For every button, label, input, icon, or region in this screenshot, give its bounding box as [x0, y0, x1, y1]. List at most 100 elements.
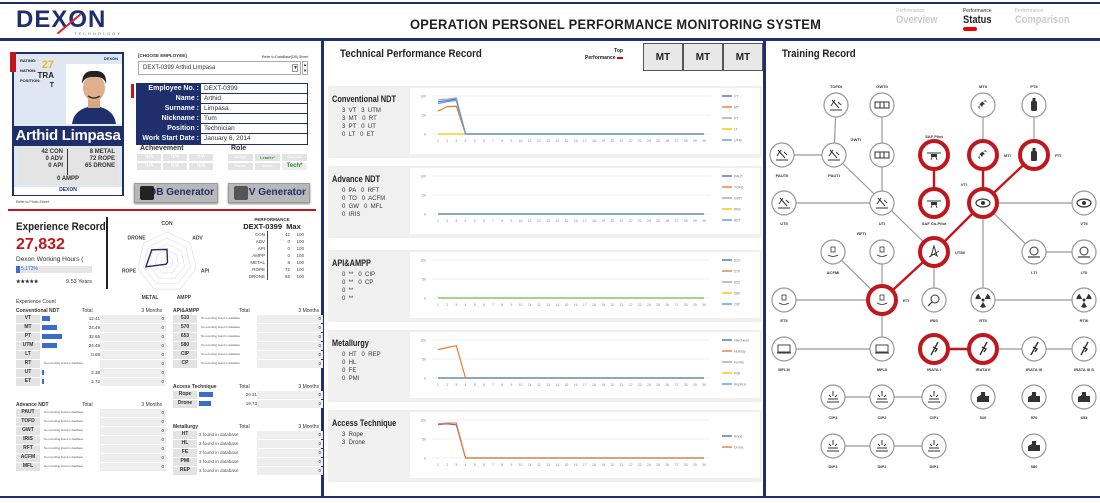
training-node-vti[interactable]: VTI — [961, 182, 999, 219]
training-node-ltii[interactable]: LTII — [1071, 239, 1097, 275]
training-node-etii[interactable]: ETII — [771, 287, 797, 323]
radar-axis-label: CON — [161, 221, 173, 227]
svg-text:12: 12 — [537, 463, 541, 467]
job-generator-button[interactable]: JOB Generator — [134, 183, 218, 203]
nation-value: TRA — [37, 71, 54, 80]
training-node-510[interactable]: 510 — [970, 384, 996, 420]
training-node-ptii[interactable]: PTII — [1021, 84, 1047, 118]
svg-text:24: 24 — [647, 219, 651, 223]
training-node-tofdi[interactable]: TOFDI — [823, 84, 849, 118]
training-node-utmi[interactable]: UTMI — [918, 236, 965, 268]
training-node-dip1[interactable]: DIP1 — [921, 433, 947, 469]
training-node-safpilot[interactable]: SAF Pilot — [918, 134, 950, 171]
training-node-utii[interactable]: UTII — [771, 190, 797, 226]
training-node-mtii[interactable]: MTII — [970, 84, 996, 118]
training-node-safcopilot[interactable]: SAF Co-Pilot — [918, 187, 950, 226]
training-node-irataii[interactable]: IRATA II — [967, 333, 999, 372]
employee-spinner[interactable]: ▲ ▼ — [302, 61, 308, 75]
training-node-dip2[interactable]: DIP2 — [869, 433, 895, 469]
table-access-technique: Access Technique Total 3 Months Rope 20.31 0 D… — [173, 384, 323, 408]
cv-generator-button[interactable]: CV Generator — [228, 183, 310, 203]
achievement-grid: N/A N/A N/A N/A N/A N/A — [137, 154, 213, 170]
svg-text:10: 10 — [519, 383, 523, 387]
training-node-dip3[interactable]: DIP3 — [820, 433, 846, 469]
employee-card: RATING: 27 NATION: TRA POSITION: T DEXON… — [10, 52, 124, 196]
svg-text:50: 50 — [422, 358, 426, 362]
training-node-pti[interactable]: PTI — [1018, 139, 1061, 171]
employee-select[interactable]: DEXT-0399 Arthid Limpasa ▼ — [138, 61, 301, 75]
svg-text:23: 23 — [638, 463, 642, 467]
training-node-label: IRATA II — [976, 367, 991, 372]
svg-text:21: 21 — [619, 303, 623, 307]
training-node-acfmi[interactable]: ACFMI — [820, 239, 846, 275]
radar-axis-label: METAL — [142, 295, 159, 301]
svg-text:22: 22 — [629, 139, 633, 143]
svg-text:9: 9 — [510, 383, 512, 387]
tab-comparison[interactable]: Performance Comparison — [1014, 8, 1070, 26]
training-node-rtiii[interactable]: RTIII — [1071, 287, 1097, 323]
svg-text:27: 27 — [675, 463, 679, 467]
table-metallurgy: Metallurgy Total 3 Months HT 3 found in data… — [173, 424, 323, 475]
table-row: 653 No recording found in database 0 — [173, 333, 323, 341]
working-hours-value: 27,832 — [16, 236, 65, 253]
svg-text:100: 100 — [420, 175, 426, 179]
svg-text:0: 0 — [424, 213, 426, 217]
training-node-mti[interactable]: MTI — [967, 139, 1011, 171]
training-node-653[interactable]: 653 — [1071, 384, 1097, 420]
tab-status[interactable]: Performance Status — [962, 8, 997, 31]
training-node-gwti[interactable]: GWTI — [851, 137, 895, 168]
svg-text:29: 29 — [693, 463, 697, 467]
plant-icon — [1028, 392, 1040, 402]
training-node-mflii[interactable]: MFLII — [869, 336, 895, 372]
training-node-rtii[interactable]: RTII — [970, 287, 996, 323]
line-chart: 100 50 0 1 2 3 4 5 6 7 8 9 10 11 12 13 14 15 16 17 18 19 20 21 2… — [410, 88, 760, 154]
svg-text:25: 25 — [656, 383, 660, 387]
performance-row: AMPP 0 100 — [226, 252, 318, 259]
training-node-eti[interactable]: ETI — [866, 284, 909, 316]
training-node-iratai[interactable]: IRATA I — [918, 333, 950, 372]
svg-text:15: 15 — [564, 463, 568, 467]
svg-text:30: 30 — [702, 383, 706, 387]
section-divider — [8, 209, 316, 211]
training-node-rfti[interactable]: RFTI — [857, 231, 895, 265]
training-node-pauti[interactable]: PAUTI — [821, 142, 847, 178]
database-link[interactable]: Refer to DataBase(DB) Sheet — [262, 55, 309, 59]
photo-sheet-link[interactable]: Refer to Photo Sheet — [16, 200, 49, 204]
tab-overview[interactable]: Performance Overview — [896, 8, 938, 26]
svg-text:30: 30 — [702, 139, 706, 143]
table-row: RT No recording found in database 0 — [16, 360, 166, 368]
employee-fullname: Arthid Limpasa — [14, 126, 122, 146]
training-node-vtii[interactable]: VTII — [1071, 190, 1097, 226]
training-node-pautii[interactable]: PAUTII — [769, 142, 795, 178]
top-border — [0, 2, 1100, 4]
training-node-lti[interactable]: LTI — [1021, 239, 1047, 275]
plant-icon — [1078, 392, 1090, 402]
training-node-570[interactable]: 570 — [1021, 384, 1047, 420]
training-node-mfliii[interactable]: MFLIII — [771, 336, 797, 372]
svg-text:16: 16 — [574, 463, 578, 467]
lt-icon — [1078, 246, 1090, 258]
svg-text:14: 14 — [555, 463, 559, 467]
training-node-uti[interactable]: UTI — [869, 190, 895, 226]
svg-text:25: 25 — [656, 219, 660, 223]
svg-text:9: 9 — [510, 463, 512, 467]
svg-text:16: 16 — [574, 219, 578, 223]
table-row: VT 12.41 0 — [16, 315, 166, 323]
svg-text:18: 18 — [592, 139, 596, 143]
drone-icon — [927, 200, 941, 209]
training-node-cip2[interactable]: CIP2 — [869, 384, 895, 420]
svg-text:27: 27 — [675, 219, 679, 223]
training-node-irataiiis[interactable]: IRATA III S — [1071, 336, 1097, 372]
training-node-iris[interactable]: IRIS — [921, 287, 947, 323]
training-node-cip3[interactable]: CIP3 — [820, 384, 846, 420]
svg-text:PT: PT — [734, 117, 739, 121]
training-node-580[interactable]: 580 — [1021, 433, 1047, 469]
svg-text:17: 17 — [583, 463, 587, 467]
training-node-gwtii[interactable]: GWTII — [869, 84, 895, 118]
training-node-cip1[interactable]: CIP1 — [921, 384, 947, 420]
chevron-down-icon[interactable]: ▼ — [292, 64, 298, 72]
radar-axis-label: ADV — [192, 236, 203, 242]
svg-text:21: 21 — [619, 219, 623, 223]
panel-divider-right — [763, 41, 766, 498]
training-node-irataiii[interactable]: IRATA III — [1021, 336, 1047, 372]
